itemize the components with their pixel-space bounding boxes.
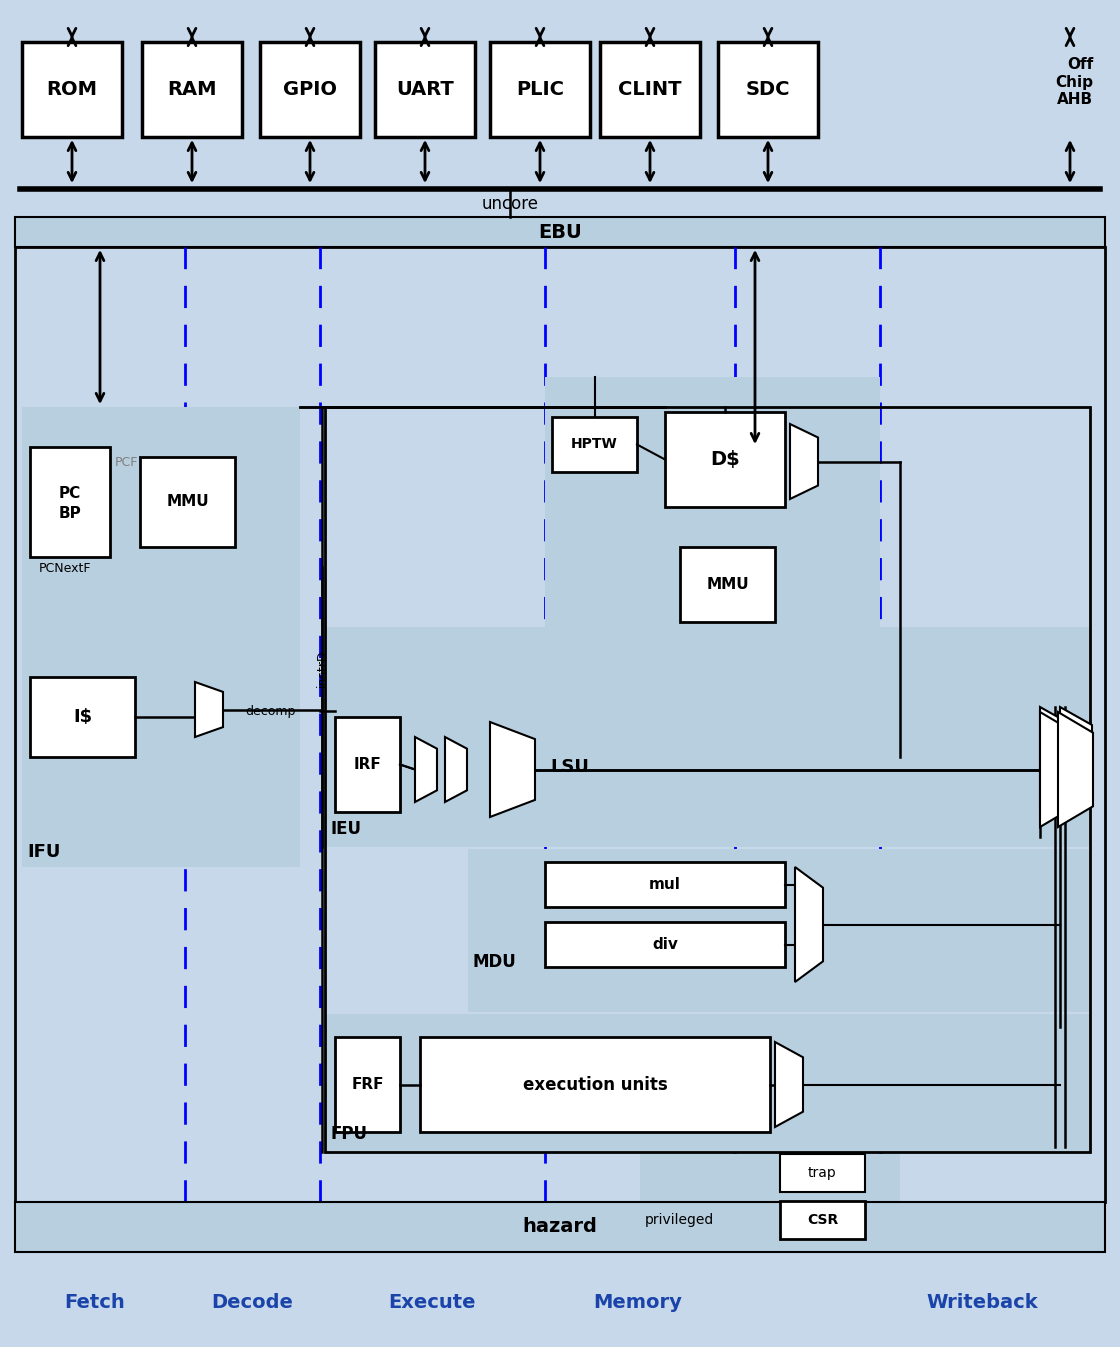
Bar <box>325 407 1090 1152</box>
Bar <box>780 1202 865 1239</box>
Text: RAM: RAM <box>167 79 217 98</box>
Polygon shape <box>416 737 437 801</box>
Bar <box>15 247 1105 1202</box>
Text: HPTW: HPTW <box>571 438 618 451</box>
Text: GPIO: GPIO <box>283 79 337 98</box>
Polygon shape <box>491 722 535 818</box>
Bar <box>15 27 1105 217</box>
Bar <box>325 626 1090 847</box>
Bar <box>600 42 700 137</box>
Bar <box>22 42 122 137</box>
Bar <box>680 547 775 622</box>
Polygon shape <box>445 737 467 801</box>
Bar <box>545 862 785 907</box>
Text: instrD: instrD <box>316 649 328 687</box>
Text: IRF: IRF <box>354 757 382 772</box>
Text: Execute: Execute <box>389 1293 476 1312</box>
Text: ROM: ROM <box>47 79 97 98</box>
Text: I$: I$ <box>73 709 92 726</box>
Text: trap: trap <box>809 1167 837 1180</box>
Text: PCF: PCF <box>115 455 139 469</box>
Bar <box>375 42 475 137</box>
Text: MMU: MMU <box>166 494 208 509</box>
Text: MDU: MDU <box>473 952 516 971</box>
Text: Memory: Memory <box>594 1293 682 1312</box>
Bar <box>780 1154 865 1192</box>
Bar <box>491 42 590 137</box>
Bar <box>335 1037 400 1131</box>
Bar <box>30 678 136 757</box>
Text: Fetch: Fetch <box>65 1293 125 1312</box>
Bar <box>420 1037 771 1131</box>
Bar <box>665 412 785 506</box>
Bar <box>545 377 880 847</box>
Polygon shape <box>775 1043 803 1127</box>
Text: uncore: uncore <box>482 195 539 213</box>
Polygon shape <box>1060 707 1092 807</box>
Bar <box>468 849 1090 1012</box>
Text: decomp: decomp <box>245 704 296 718</box>
Bar <box>640 1154 900 1247</box>
Text: D$: D$ <box>710 450 740 469</box>
Bar <box>335 717 400 812</box>
Text: EBU: EBU <box>538 222 582 241</box>
Bar <box>30 447 110 558</box>
Bar <box>22 407 300 867</box>
Text: CLINT: CLINT <box>618 79 682 98</box>
Text: execution units: execution units <box>523 1075 668 1094</box>
Polygon shape <box>195 682 223 737</box>
Text: UART: UART <box>396 79 454 98</box>
Text: Writeback: Writeback <box>926 1293 1038 1312</box>
Bar <box>552 418 637 471</box>
Text: PCNextF: PCNextF <box>39 563 91 575</box>
Text: IFU: IFU <box>27 843 60 861</box>
Text: SDC: SDC <box>746 79 791 98</box>
Text: FPU: FPU <box>330 1125 367 1144</box>
Text: div: div <box>652 938 678 952</box>
Text: FRF: FRF <box>352 1078 384 1092</box>
Polygon shape <box>795 867 823 982</box>
Bar <box>260 42 360 137</box>
Text: CSR: CSR <box>806 1214 838 1227</box>
Bar <box>15 1202 1105 1251</box>
Bar <box>142 42 242 137</box>
Text: PLIC: PLIC <box>516 79 564 98</box>
Bar <box>718 42 818 137</box>
Text: LSU: LSU <box>550 758 589 776</box>
Text: MMU: MMU <box>707 577 749 591</box>
Bar <box>325 1014 1090 1152</box>
Polygon shape <box>1058 713 1093 827</box>
Text: BP: BP <box>58 506 82 521</box>
Text: mul: mul <box>650 877 681 892</box>
Bar <box>545 921 785 967</box>
Text: Decode: Decode <box>211 1293 293 1312</box>
Polygon shape <box>1040 713 1075 827</box>
Text: PC: PC <box>59 486 81 501</box>
Text: Off
Chip
AHB: Off Chip AHB <box>1055 57 1093 106</box>
Text: IEU: IEU <box>330 820 361 838</box>
Polygon shape <box>790 424 818 498</box>
Text: privileged: privileged <box>645 1214 715 1227</box>
Bar <box>140 457 235 547</box>
Polygon shape <box>1040 707 1072 807</box>
Bar <box>15 217 1105 247</box>
Text: hazard: hazard <box>523 1218 597 1237</box>
